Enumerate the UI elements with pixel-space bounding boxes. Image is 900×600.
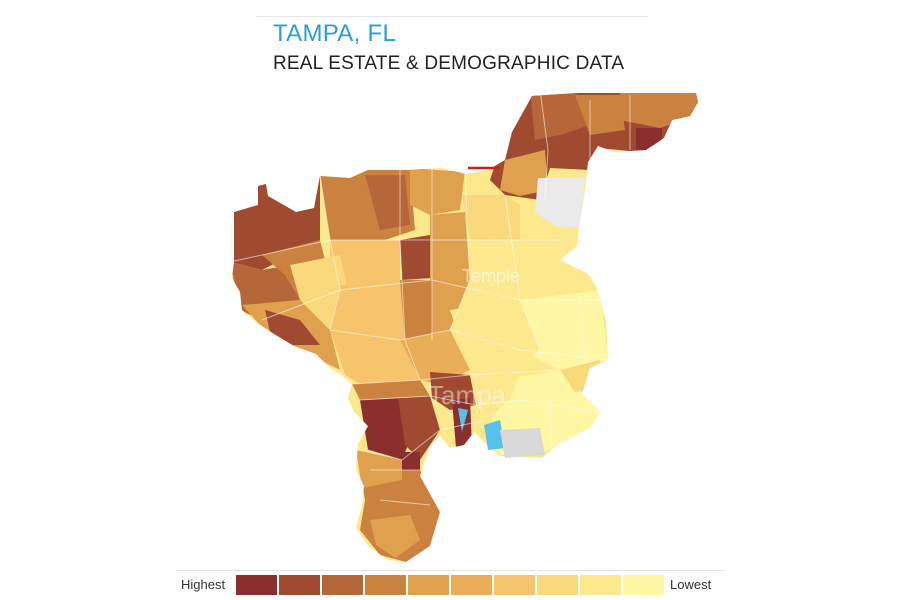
region-north-yellow[interactable]	[462, 195, 520, 240]
region-northeast-mid[interactable]	[575, 95, 625, 135]
legend-swatch-8	[537, 575, 578, 595]
legend-high-label: Highest	[181, 577, 226, 592]
header: TAMPA, FL REAL ESTATE & DEMOGRAPHIC DATA	[256, 16, 648, 76]
region-central-mid[interactable]	[400, 330, 470, 385]
region-central-west[interactable]	[330, 280, 405, 345]
legend-swatch-6	[451, 575, 492, 595]
region-northeast-pocket[interactable]	[636, 128, 662, 150]
legend-swatch-3	[322, 575, 363, 595]
region-downtown-brown[interactable]	[398, 396, 440, 460]
legend-swatch-1	[236, 575, 277, 595]
basemap-label-temple: Temple	[462, 266, 520, 286]
region-north-brown-pocket[interactable]	[400, 235, 432, 280]
legend-swatch-7	[494, 575, 535, 595]
tract-boundaries	[232, 93, 631, 506]
region-south-mid[interactable]	[356, 450, 402, 488]
page-subtitle: REAL ESTATE & DEMOGRAPHIC DATA	[273, 53, 625, 74]
region-northeast-strip[interactable]	[500, 150, 548, 196]
region-north-central-2[interactable]	[365, 175, 410, 230]
city-title: TAMPA, FL	[273, 20, 397, 47]
region-center-yellow[interactable]	[450, 300, 540, 380]
water-channel	[458, 408, 468, 432]
region-south-tip-light[interactable]	[370, 515, 420, 558]
region-east-pale[interactable]	[520, 290, 608, 370]
region-south-orange[interactable]	[352, 380, 430, 400]
basemap-label-tampa: Tampa	[428, 380, 507, 410]
choropleth-map[interactable]: Temple Tampa	[0, 0, 900, 570]
region-northeast-east[interactable]	[620, 90, 700, 128]
region-central-stripe[interactable]	[400, 280, 432, 342]
region-light-gap[interactable]	[535, 178, 585, 228]
region-north-light[interactable]	[330, 240, 400, 290]
legend-swatch-2	[279, 575, 320, 595]
region-central-orange[interactable]	[430, 212, 470, 340]
region-downtown-dark[interactable]	[360, 398, 410, 460]
shoreline-gray	[500, 428, 545, 458]
legend-swatch-5	[408, 575, 449, 595]
region-central-south[interactable]	[330, 330, 420, 390]
region-southeast-2[interactable]	[470, 372, 520, 420]
tract-regions	[232, 90, 700, 562]
region-downtown-pocket[interactable]	[402, 452, 420, 472]
legend-swatch-9	[580, 575, 621, 595]
legend-swatch-10	[623, 575, 664, 595]
region-west-lower[interactable]	[265, 310, 320, 345]
legend-low-label: Lowest	[670, 577, 712, 592]
legend: Highest Lowest	[176, 570, 724, 599]
legend-swatches	[236, 575, 666, 595]
water-inlet	[484, 420, 505, 450]
region-north-strip[interactable]	[410, 168, 465, 215]
legend-swatch-4	[365, 575, 406, 595]
